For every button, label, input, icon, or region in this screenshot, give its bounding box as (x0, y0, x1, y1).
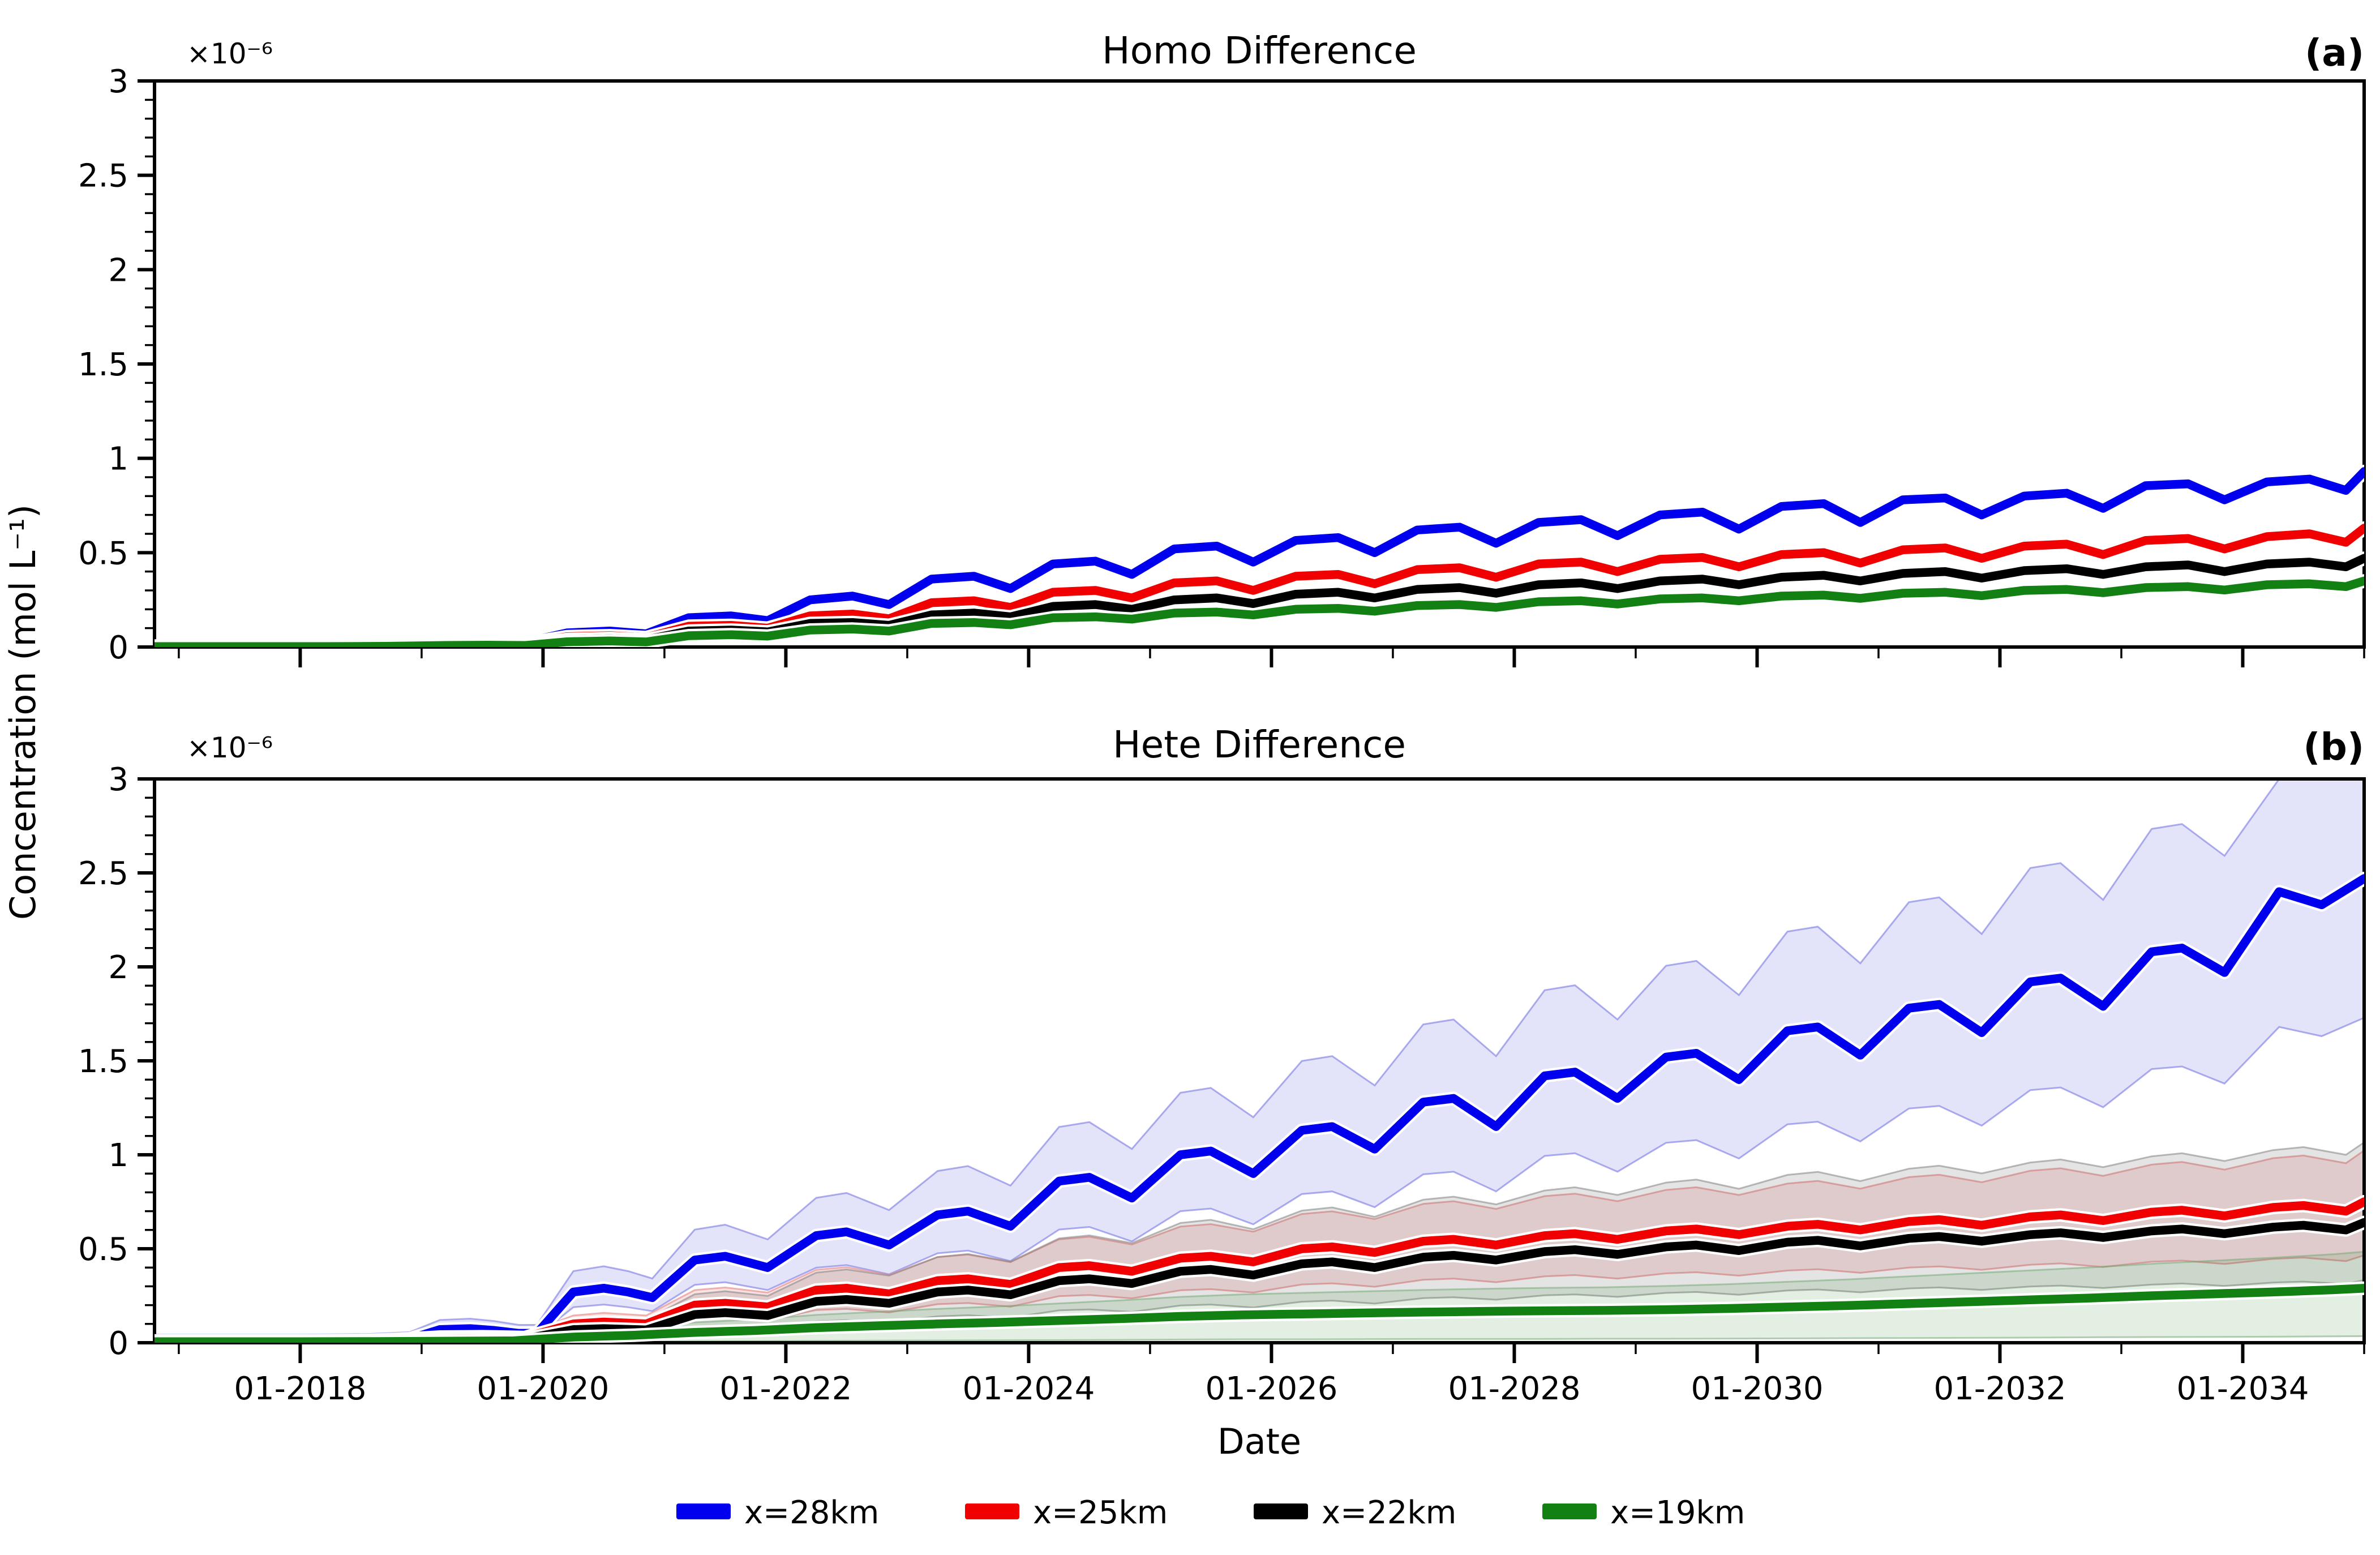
y-tick-label: 0.5 (78, 1231, 128, 1268)
y-tick-label: 2 (108, 252, 128, 289)
y-tick-label: 2 (108, 949, 128, 986)
y-tick-label: 1 (108, 441, 128, 478)
legend-label-x25km: x=25km (1033, 1494, 1168, 1531)
legend-item-x28km[interactable]: x=28km (676, 1494, 879, 1531)
x-axis-label: Date (1217, 1421, 1301, 1462)
legend-label-x22km: x=22km (1322, 1494, 1456, 1531)
legend-swatch-x22km (1254, 1503, 1308, 1519)
legend-label-x28km: x=28km (744, 1494, 879, 1531)
panel-a-title: Homo Difference (1102, 29, 1417, 72)
y-axis-label: Concentration (mol L⁻¹) (2, 504, 44, 920)
x-tick-label: 01-2032 (1933, 1370, 2066, 1407)
panel-a-plot-area: 0 0.5 1 1.5 2 2.5 3 (78, 63, 2366, 667)
legend-item-x25km[interactable]: x=25km (965, 1494, 1168, 1531)
x-tick-label: 01-2028 (1448, 1370, 1580, 1407)
y-tick-label: 0.5 (78, 535, 128, 572)
legend: x=28km x=25km x=22km x=19km (676, 1494, 1745, 1531)
series-lines (155, 872, 2364, 1343)
series-line-x-25km (155, 1197, 2364, 1343)
x-tick-label: 01-2026 (1205, 1370, 1337, 1407)
uncertainty-bands (155, 779, 2364, 1343)
legend-item-x19km[interactable]: x=19km (1542, 1494, 1745, 1531)
y-tick-label: 1.5 (78, 346, 128, 383)
x-tick-label: 01-2034 (2177, 1370, 2309, 1407)
y-tick-label: 1.5 (78, 1043, 128, 1080)
panel-b-offset-label: ×10⁻⁶ (187, 731, 273, 764)
panel-b-plot-area: 0 0.5 1 1.5 2 2.5 3 01-2018 01-2020 01-2022 01-202… (78, 761, 2366, 1407)
x-tick-label: 01-2020 (477, 1370, 609, 1407)
panel-a-offset-label: ×10⁻⁶ (187, 37, 273, 70)
series-line-x-22km (155, 1218, 2364, 1343)
x-tick-label: 01-2030 (1691, 1370, 1823, 1407)
series-line-x-19km (155, 1283, 2364, 1343)
legend-item-x22km[interactable]: x=22km (1254, 1494, 1456, 1531)
panel-b-title: Hete Difference (1113, 723, 1406, 766)
x-tick-label: 01-2024 (962, 1370, 1095, 1407)
y-tick-label: 2.5 (78, 855, 128, 892)
series-lines (155, 465, 2364, 647)
legend-label-x19km: x=19km (1610, 1494, 1745, 1531)
series-line-x-22km (155, 554, 2364, 647)
y-tick-label: 3 (108, 761, 128, 798)
series-line-x-28km (155, 874, 2364, 1343)
legend-swatch-x19km (1542, 1503, 1597, 1519)
x-tick-label: 01-2018 (234, 1370, 366, 1407)
y-tick-label: 3 (108, 63, 128, 100)
series-line-x-19km (155, 576, 2364, 647)
y-tick-label: 0 (108, 629, 128, 666)
panel-b-corner-label: (b) (2303, 725, 2364, 769)
y-tick-label: 2.5 (78, 158, 128, 195)
legend-swatch-x28km (676, 1503, 731, 1519)
x-tick-label: 01-2022 (719, 1370, 852, 1407)
y-tick-label: 0 (108, 1325, 128, 1362)
legend-swatch-x25km (965, 1503, 1019, 1519)
y-tick-label: 1 (108, 1137, 128, 1174)
panel-a-corner-label: (a) (2305, 31, 2364, 75)
